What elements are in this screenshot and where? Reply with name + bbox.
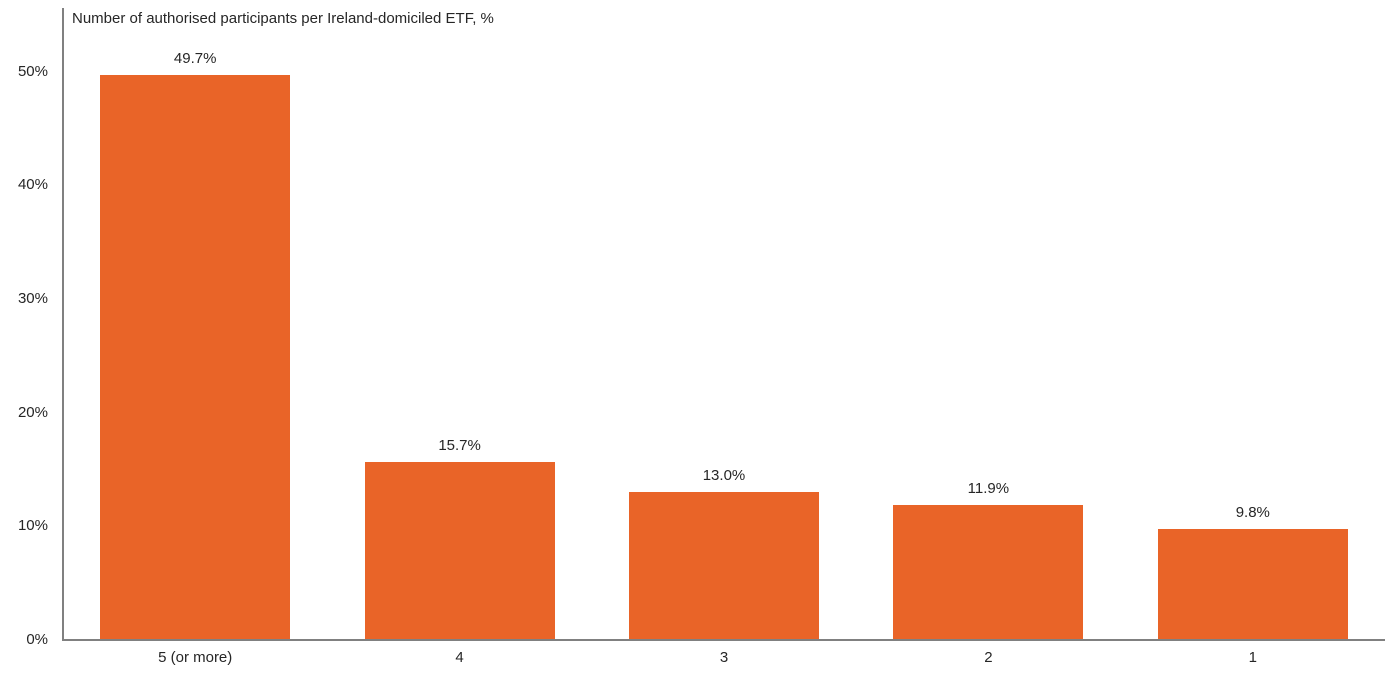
bar <box>364 461 555 639</box>
y-axis-line <box>62 8 64 640</box>
y-tick-label: 10% <box>17 517 48 535</box>
bar-value-label: 49.7% <box>173 50 217 68</box>
x-tick-label: 5 (or more) <box>158 649 233 666</box>
chart-title: Number of authorised participants per Ir… <box>72 10 494 27</box>
y-tick-label: 30% <box>17 289 48 307</box>
bar-value-label: 15.7% <box>438 436 481 454</box>
y-tick-label: 20% <box>17 403 48 421</box>
bar <box>100 75 291 639</box>
bar <box>893 504 1084 639</box>
x-tick-label: 4 <box>455 649 464 666</box>
y-tick-label: 50% <box>17 62 48 80</box>
y-tick-label: 40% <box>17 176 48 194</box>
bar-value-label: 11.9% <box>967 479 1010 497</box>
y-tick-label: 0% <box>26 631 48 648</box>
bar-value-label: 13.0% <box>702 467 746 485</box>
bar <box>1157 528 1348 639</box>
x-tick-label: 1 <box>1248 649 1257 666</box>
x-axis-line <box>62 639 1385 641</box>
bar-value-label: 9.8% <box>1235 503 1270 521</box>
bar <box>629 492 819 639</box>
x-tick-label: 3 <box>719 649 729 666</box>
x-tick-label: 2 <box>984 649 993 666</box>
